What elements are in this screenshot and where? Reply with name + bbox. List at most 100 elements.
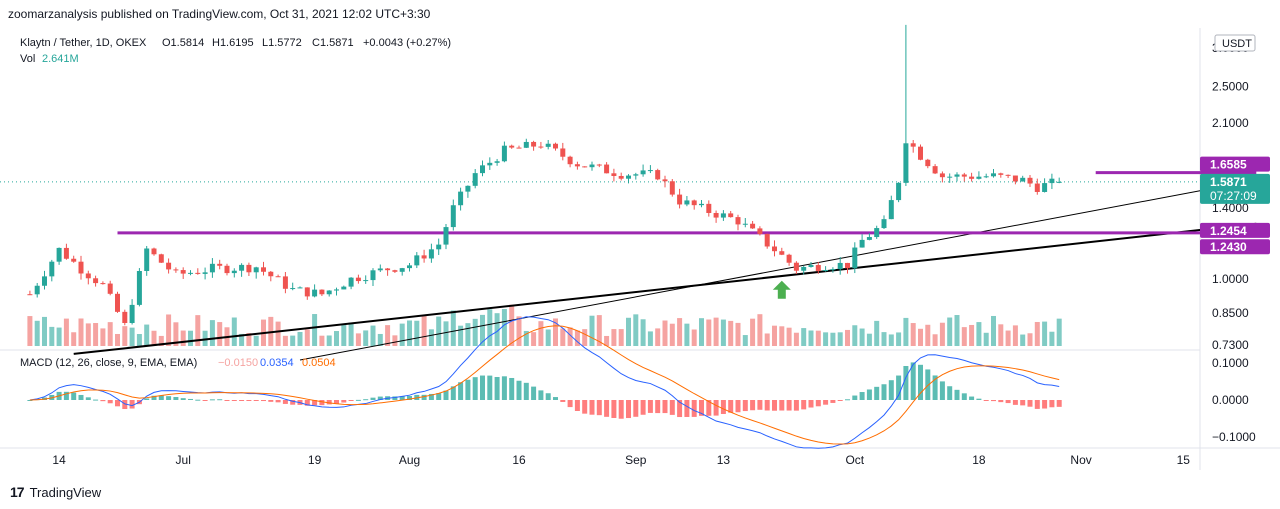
macd-histogram-bar xyxy=(377,396,383,400)
macd-histogram-bar xyxy=(991,400,996,402)
macd-histogram-bar xyxy=(465,379,471,400)
time-tick-label: 18 xyxy=(972,453,986,467)
candle-body xyxy=(107,283,113,294)
macd-histogram-bar xyxy=(574,400,580,411)
volume-bar xyxy=(465,323,471,346)
candle-body xyxy=(531,141,537,147)
candle-body xyxy=(866,237,872,240)
candle-body xyxy=(742,223,748,225)
volume-bar xyxy=(954,315,960,346)
volume-bar xyxy=(63,318,69,346)
macd-histogram-bar xyxy=(947,386,953,400)
candle-body xyxy=(385,268,391,271)
candle-body xyxy=(436,244,442,250)
candle-body xyxy=(611,173,617,176)
candle-body xyxy=(589,164,595,168)
volume-value: 2.641M xyxy=(42,53,79,65)
volume-bar xyxy=(136,334,142,346)
candle-body xyxy=(49,261,55,277)
volume-bar xyxy=(589,315,595,346)
candle-body xyxy=(136,271,142,305)
candle-body xyxy=(56,247,62,262)
macd-title: MACD (12, 26, close, 9, EMA, EMA) xyxy=(20,357,197,369)
price-tick-label: 2.5000 xyxy=(1212,79,1249,93)
ohlc-high: H1.6195 xyxy=(212,37,254,49)
candle-body xyxy=(377,268,383,271)
volume-bar xyxy=(319,335,325,346)
macd-histogram-bar xyxy=(122,400,128,409)
volume-bar xyxy=(881,332,887,346)
candle-body xyxy=(574,164,580,167)
volume-bar xyxy=(618,329,624,346)
candle-body xyxy=(713,212,719,218)
volume-bar xyxy=(655,328,661,346)
macd-histogram-bar xyxy=(246,400,252,401)
candle-body xyxy=(596,164,602,166)
candle-body xyxy=(319,289,325,295)
candle-body xyxy=(998,173,1004,175)
volume-bar xyxy=(896,332,902,346)
time-tick-label: Jul xyxy=(176,453,191,467)
time-tick-label: 16 xyxy=(512,453,526,467)
volume-bar xyxy=(772,325,777,346)
candle-body xyxy=(188,272,193,274)
volume-bar xyxy=(334,331,339,346)
volume-bar xyxy=(78,318,84,346)
volume-bar xyxy=(815,330,821,346)
chart-area[interactable]: 3.00002.50002.10001.70001.40001.00000.85… xyxy=(0,0,1280,480)
candle-body xyxy=(465,185,471,192)
volume-bar xyxy=(823,332,829,346)
volume-bar xyxy=(436,316,442,346)
macd-histogram-bar xyxy=(1005,400,1011,404)
candle-body xyxy=(202,272,208,274)
volume-bar xyxy=(998,324,1004,346)
volume-bar xyxy=(428,329,434,346)
candle-body xyxy=(93,278,99,284)
volume-bar xyxy=(596,315,602,346)
macd-histogram-bar xyxy=(180,398,186,400)
up-arrow-icon xyxy=(772,280,791,299)
macd-histogram-bar xyxy=(166,396,172,400)
candle-body xyxy=(122,311,128,324)
volume-bar xyxy=(290,335,296,346)
macd-tick-label: 0.0000 xyxy=(1212,393,1249,407)
footer-brand: TradingView xyxy=(29,484,102,500)
price-tick-label: 0.8500 xyxy=(1212,306,1249,320)
price-tick-label: 1.4000 xyxy=(1212,201,1249,215)
macd-histogram-bar xyxy=(290,400,296,405)
volume-bar xyxy=(1005,330,1011,346)
volume-bar xyxy=(1027,333,1033,346)
volume-bar xyxy=(385,325,391,346)
volume-bar xyxy=(545,329,551,346)
candle-body xyxy=(699,203,704,206)
volume-bar xyxy=(633,314,639,346)
volume-bar xyxy=(414,320,420,346)
macd-histogram-bar xyxy=(691,400,697,417)
volume-bar xyxy=(27,316,33,346)
candle-body xyxy=(640,170,646,175)
volume-bar xyxy=(239,333,245,346)
candle-body xyxy=(78,261,84,274)
tradingview-footer[interactable]: 17 TradingView xyxy=(10,484,101,500)
price-tick-label: 2.1000 xyxy=(1212,116,1249,130)
candle-body xyxy=(494,161,500,163)
candle-body xyxy=(326,290,332,295)
volume-bar xyxy=(282,335,288,346)
macd-histogram-bar xyxy=(282,400,288,404)
candle-body xyxy=(487,162,493,166)
candle-body xyxy=(626,175,631,179)
macd-histogram-bar xyxy=(100,400,106,402)
macd-histogram-bar xyxy=(319,400,325,406)
candle-body xyxy=(217,263,223,266)
time-tick-label: 19 xyxy=(308,453,322,467)
volume-bar xyxy=(93,323,99,346)
candle-body xyxy=(355,277,361,282)
volume-bar xyxy=(158,335,164,346)
candle-body xyxy=(677,194,683,205)
candle-body xyxy=(450,205,456,228)
macd-histogram-bar xyxy=(815,400,821,407)
ohlc-low: L1.5772 xyxy=(262,37,302,49)
volume-bar xyxy=(1049,331,1055,346)
candle-body xyxy=(553,143,558,149)
candle-body xyxy=(414,255,420,266)
